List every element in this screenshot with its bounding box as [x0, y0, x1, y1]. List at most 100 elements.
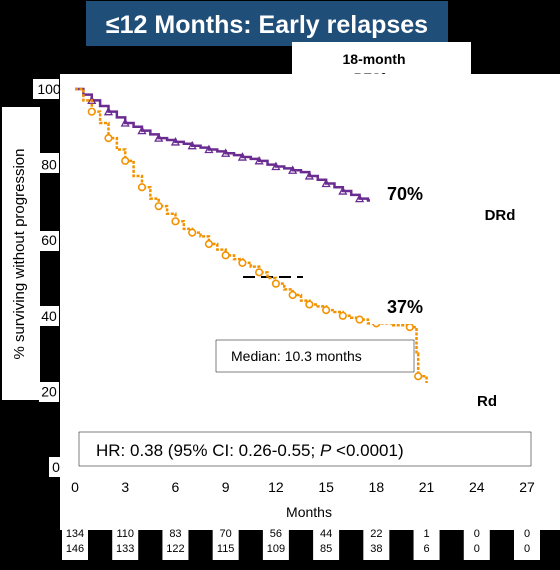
series-point-drd: [338, 186, 348, 195]
at-risk-rd-value: 122: [166, 543, 184, 555]
series-point-rd: [87, 107, 96, 116]
at-risk-cell: [112, 522, 139, 560]
at-risk-drd-value: 110: [116, 528, 134, 540]
x-tick-label: 6: [172, 479, 180, 495]
at-risk-table: 134 110 83 70 56 44 22 1 0 0 146 133 122 115 109 85 38 6 0…: [62, 522, 540, 560]
median-label: Median: 10.3 months: [231, 348, 362, 364]
series-point-drd: [254, 155, 264, 165]
at-risk-rd-value: 115: [217, 543, 235, 555]
x-tick-label: 27: [519, 479, 535, 495]
at-risk-rd-value: 85: [320, 543, 332, 555]
series-point-rd: [288, 290, 297, 300]
drd-legend-label: DRd: [485, 207, 516, 224]
y-tick-label: 100: [37, 81, 61, 97]
at-risk-cell: [363, 522, 390, 560]
y-label-box: [2, 107, 40, 400]
at-risk-drd-value: 134: [66, 528, 84, 540]
drd-legend-box: [443, 195, 557, 232]
at-risk-cell: [62, 522, 88, 560]
series-line-drd: [75, 87, 427, 204]
at-risk-drd-value: 70: [220, 528, 232, 540]
x-tick-label: 21: [419, 479, 435, 495]
legend-header: 18-month: [343, 51, 406, 67]
at-risk-cell: [212, 522, 239, 560]
series-point-rd: [104, 134, 113, 143]
at-risk-rd-value: 0: [474, 543, 480, 555]
series-point-rd: [188, 228, 197, 237]
at-risk-drd-value: 0: [524, 528, 530, 540]
x-tick-label: 15: [318, 479, 334, 495]
hr-box: [78, 431, 532, 467]
at-risk-cell: [514, 522, 540, 560]
at-risk-drd-value: 0: [474, 528, 480, 540]
series-point-rd: [255, 268, 264, 277]
at-risk-drd-value: 44: [320, 528, 332, 540]
series-point-rd: [154, 202, 163, 211]
series-point-drd: [154, 133, 164, 142]
series-point-drd: [87, 95, 97, 104]
series-point-rd: [305, 300, 314, 309]
ref-wedge: [78, 90, 360, 183]
hr-label: HR: 0.38 (95% CI: 0.26-0.55; P <0.0001): [96, 441, 404, 460]
series-point-drd: [321, 178, 331, 188]
at-risk-cell: [413, 522, 440, 560]
at-risk-rd-value: 0: [524, 543, 530, 555]
rd-pct-box: [370, 290, 440, 324]
at-risk-drd-value: 1: [423, 528, 429, 540]
rd-legend-label: Rd: [477, 393, 497, 410]
x-tick-label: 18: [369, 479, 385, 495]
drd-pct-label: 70%: [387, 184, 423, 204]
at-risk-rd-value: 146: [66, 543, 84, 555]
series-point-rd: [204, 239, 214, 249]
at-risk-cell: [262, 522, 289, 560]
series-point-rd: [121, 156, 130, 165]
y-tick-label: 40: [41, 308, 57, 324]
x-tick-label: 24: [469, 479, 485, 495]
series-point-rd: [271, 279, 280, 288]
at-risk-drd-value: 56: [270, 528, 282, 540]
series-point-drd: [271, 161, 281, 171]
rd-legend-box: [425, 383, 549, 419]
series-point-rd: [338, 311, 347, 320]
series-point-drd: [170, 137, 181, 146]
series-point-rd: [137, 183, 147, 192]
at-risk-rd-value: 133: [116, 543, 134, 555]
at-risk-cell: [313, 522, 340, 560]
series-point-rd: [355, 315, 364, 324]
drd-pct-box: [370, 177, 440, 211]
x-tick-label: 9: [222, 479, 230, 495]
y-tick-label: 60: [41, 232, 57, 248]
at-risk-rd-value: 109: [267, 543, 285, 555]
median-box: [215, 339, 415, 373]
series-point-drd: [137, 125, 147, 135]
series-point-drd: [288, 165, 298, 174]
series-point-drd: [103, 106, 114, 116]
y-tick-boxes: [33, 79, 63, 477]
y-tick-label: 0: [52, 459, 60, 475]
series-point-rd: [405, 323, 414, 332]
series-point-rd: [322, 306, 331, 315]
x-tick-label: 12: [268, 479, 284, 495]
series-point-drd: [221, 148, 231, 157]
series-point-drd: [355, 193, 365, 203]
chart-title: ≤12 Months: Early relapses: [106, 11, 428, 39]
at-risk-cell: [162, 522, 189, 560]
series-point-drd: [304, 171, 314, 180]
y-tick-label: 80: [41, 157, 57, 173]
y-axis-label: % surviving without progression: [11, 149, 28, 360]
series-point-drd: [204, 144, 214, 154]
series-point-rd: [238, 258, 247, 267]
at-risk-rd-value: 6: [423, 543, 429, 555]
series-point-drd: [237, 152, 247, 161]
x-axis-label: Months: [286, 504, 332, 520]
series-point-rd: [171, 217, 180, 226]
at-risk-rd-value: 38: [370, 543, 382, 555]
x-tick-label: 0: [71, 479, 79, 495]
series-point-rd: [414, 372, 423, 381]
title-banner: [86, 1, 448, 46]
at-risk-cell: [463, 522, 490, 560]
series-point-drd: [120, 118, 130, 127]
rd-pct-label: 37%: [387, 297, 423, 317]
series-point-rd: [221, 251, 230, 260]
